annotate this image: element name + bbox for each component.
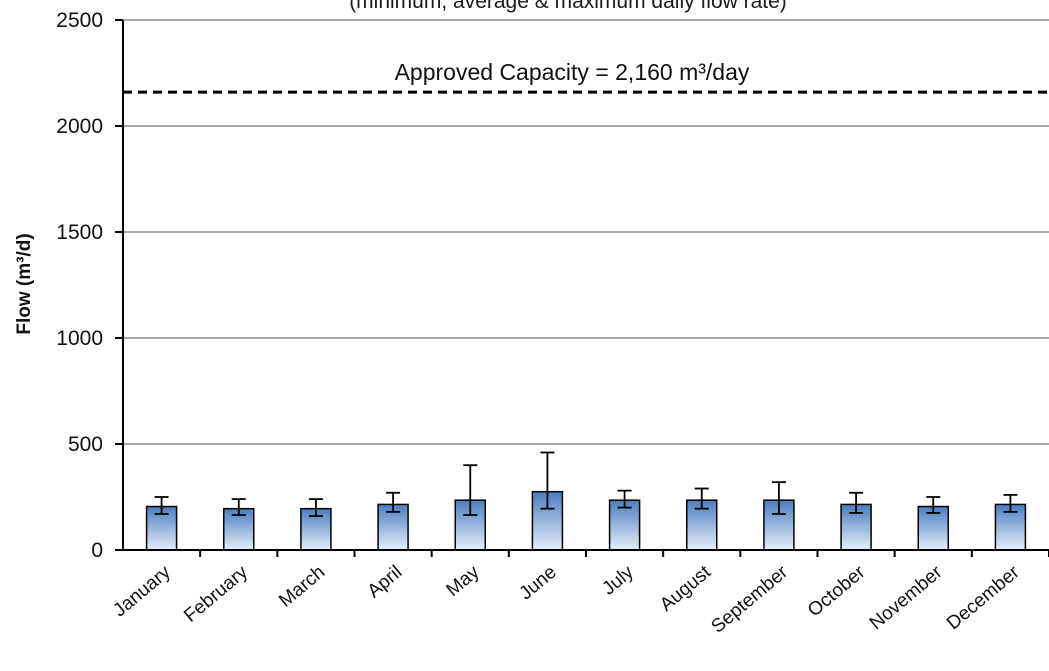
x-tick-label: August [656, 561, 715, 616]
y-tick-label: 0 [91, 539, 103, 562]
x-tick-label: April [364, 562, 407, 603]
chart-title: (minimum, average & maximum daily flow r… [349, 0, 787, 13]
gridlines [123, 19, 1049, 445]
y-tick-label: 1000 [56, 327, 103, 350]
x-tick-label: May [442, 561, 483, 600]
y-tick-label: 500 [68, 433, 103, 456]
capacity-label: Approved Capacity = 2,160 m³/day [395, 59, 750, 85]
x-tick-labels: January February March April May June July Augu… [110, 561, 1025, 637]
x-tick-label: June [516, 562, 561, 605]
x-tick-label: October [804, 561, 870, 621]
x-tick-label: July [598, 561, 638, 599]
y-tick-label: 2000 [56, 115, 103, 138]
y-tick-labels: 0 500 1000 1500 2000 2500 [56, 9, 103, 562]
capacity-reference: Approved Capacity = 2,160 m³/day [123, 59, 1049, 94]
x-tick-label: September [707, 561, 792, 637]
y-tick-label: 1500 [56, 221, 103, 244]
y-tick-label: 2500 [56, 9, 103, 32]
y-axis-label: Flow (m³/d) [14, 233, 35, 334]
axes [115, 19, 1049, 557]
x-tick-label: March [275, 562, 329, 612]
bar-february [223, 507, 255, 551]
x-tick-label: November [866, 561, 947, 634]
x-tick-label: February [180, 561, 252, 626]
x-tick-label: December [943, 561, 1024, 634]
bars [145, 451, 1027, 551]
x-tick-label: January [110, 561, 176, 621]
